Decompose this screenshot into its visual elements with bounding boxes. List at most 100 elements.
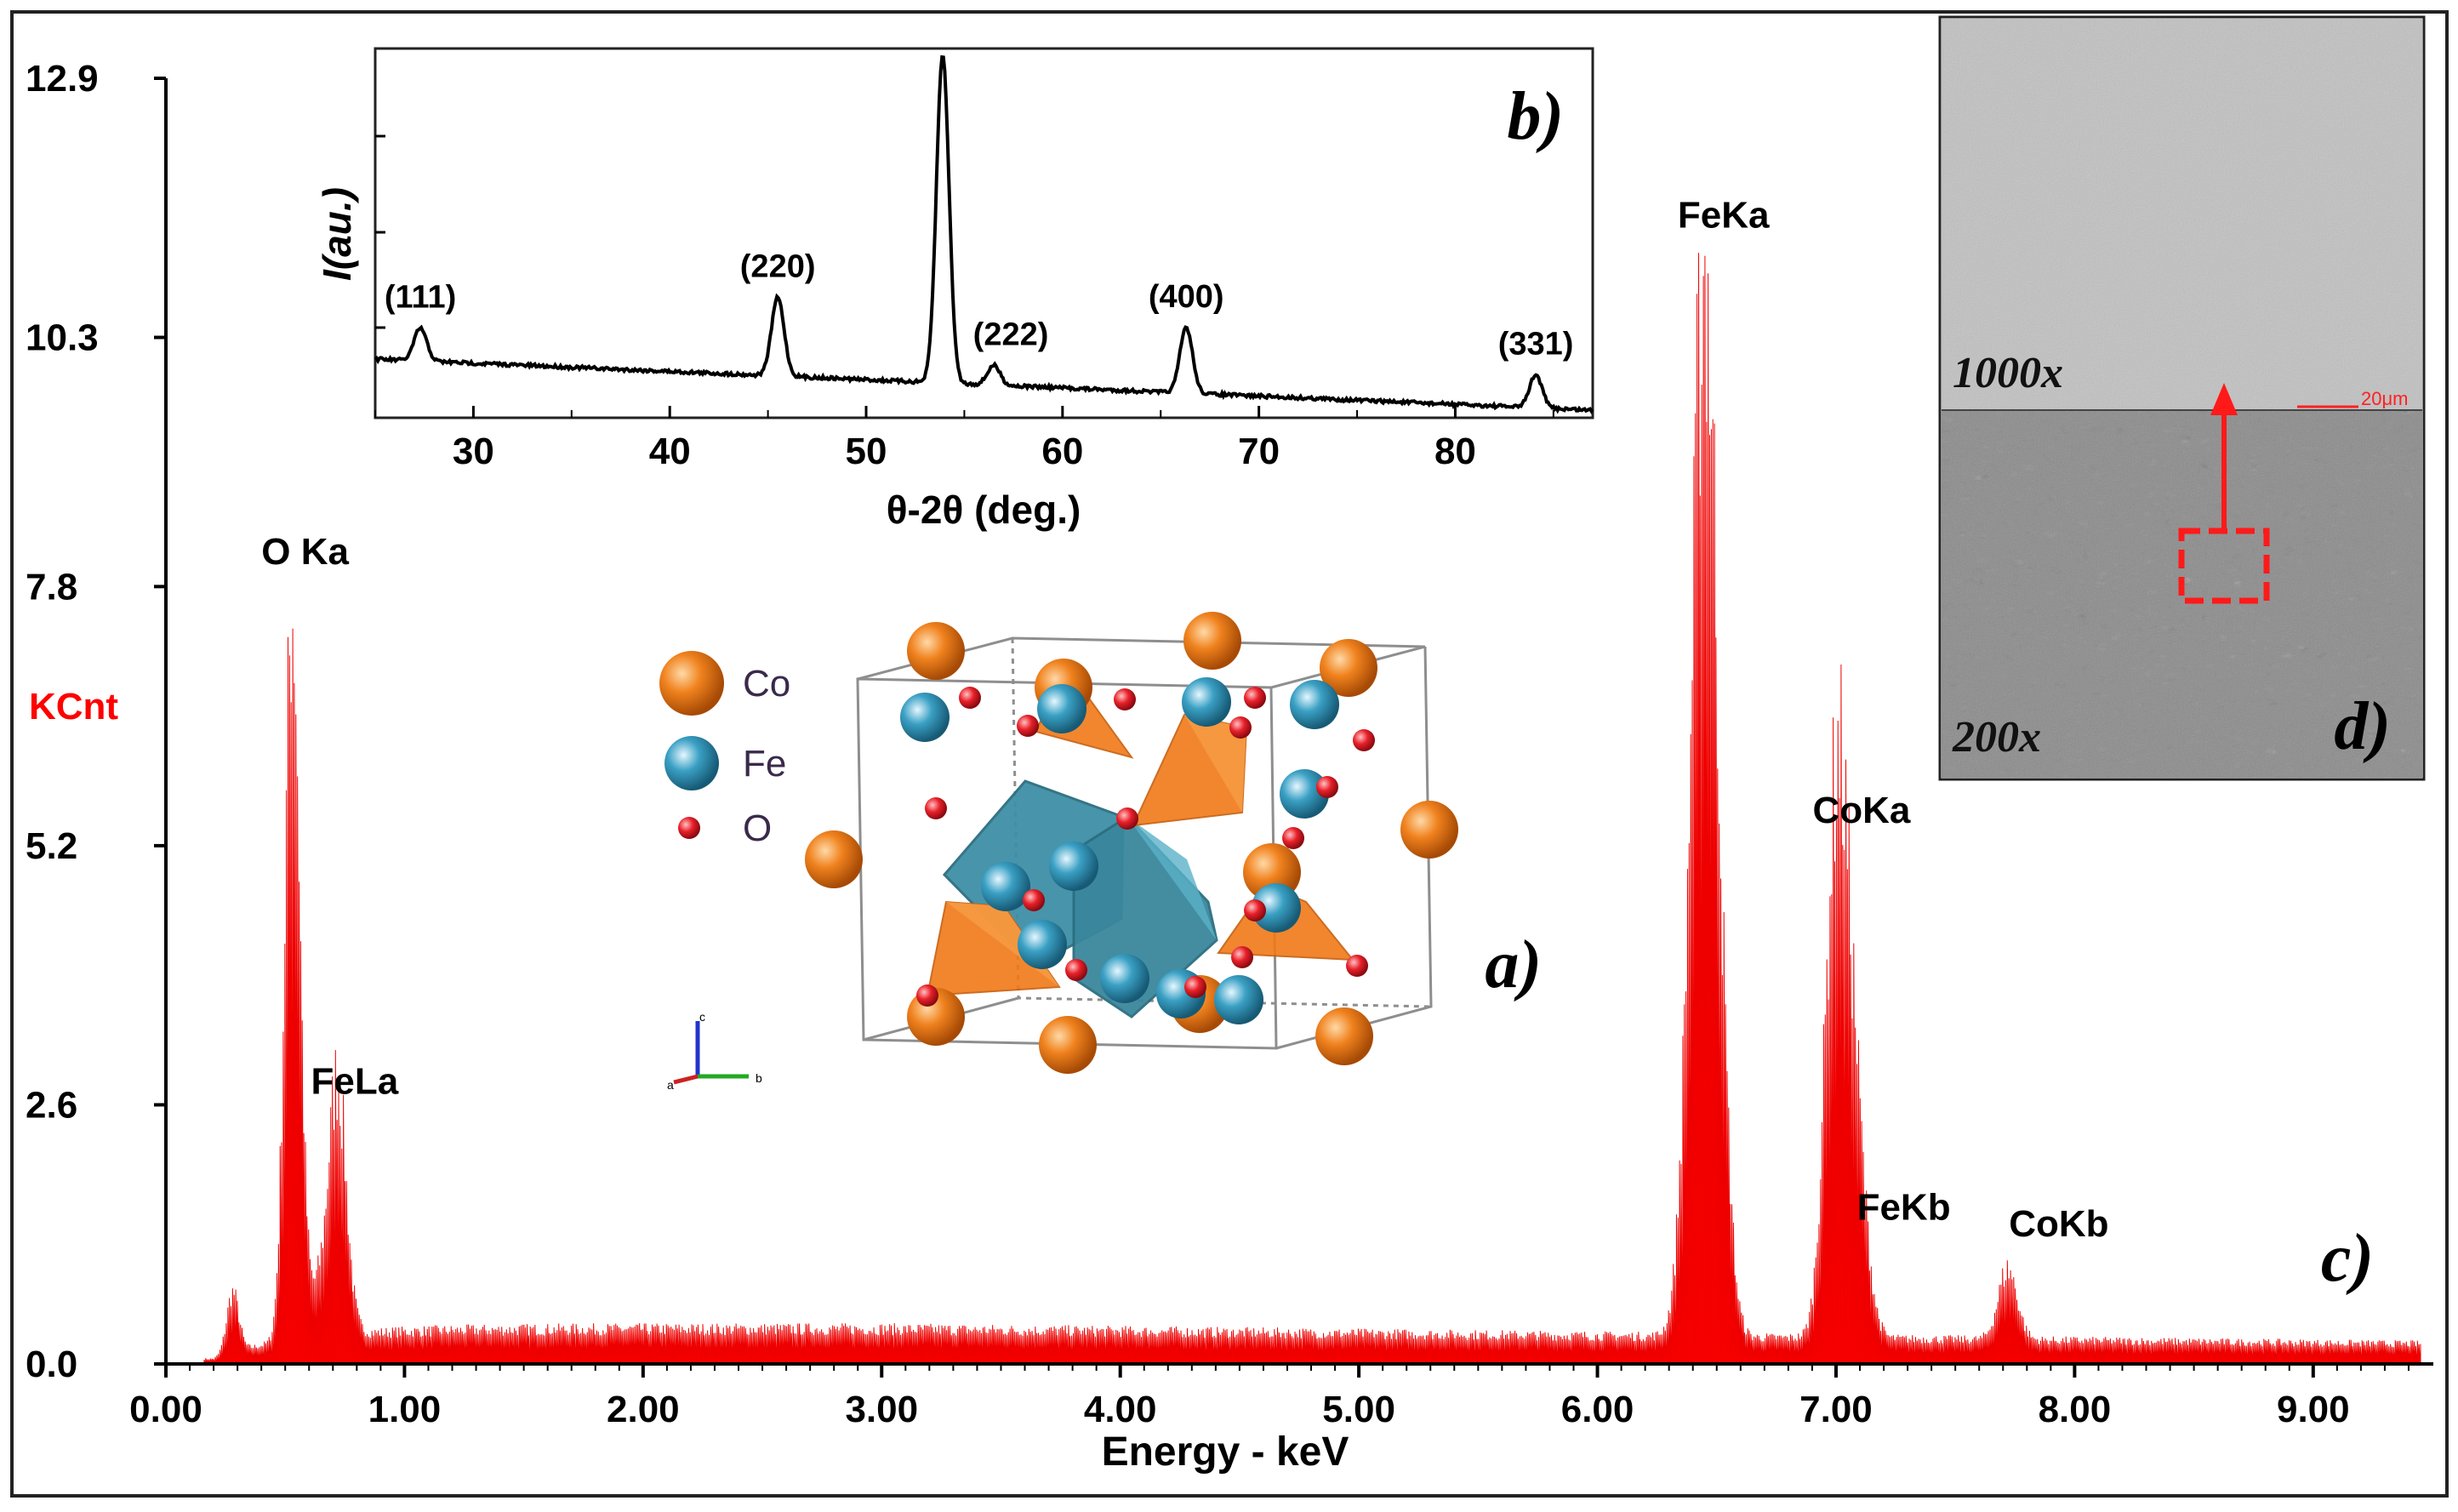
xrd-x-tick-label: 50 <box>846 431 887 472</box>
eds-peak-label: O Ka <box>261 531 349 573</box>
xrd-x-tick-label: 30 <box>453 431 494 472</box>
panel-label-d: d) <box>2334 689 2391 764</box>
panel-label-b: b) <box>1507 79 1564 154</box>
o-atom <box>1184 976 1206 998</box>
xrd-y-axis-label: I(au.) <box>315 187 359 281</box>
xrd-peak-labels: (111) (220) (222) (400) (331) <box>385 248 1574 362</box>
axis-triad-a: a <box>667 1078 674 1092</box>
co-atom <box>805 830 863 888</box>
eds-x-tick-label: 8.00 <box>2039 1389 2112 1430</box>
eds-peak-label: CoKb <box>2009 1203 2108 1245</box>
crystal-structure: Co Fe O <box>659 612 1542 1092</box>
co-atom <box>1183 612 1241 670</box>
o-atom <box>1231 946 1253 968</box>
legend-o-marker <box>678 817 700 839</box>
eds-chart: 0.0 2.6 5.2 7.8 10.3 12.9 0.00 1.00 2.00 3.00 4.0… <box>26 58 2433 1475</box>
o-atom <box>1282 827 1304 849</box>
eds-peak-label: FeKa <box>1678 195 1770 237</box>
eds-x-tick-label: 6.00 <box>1561 1389 1634 1430</box>
fe-atom <box>1290 680 1339 729</box>
xrd-inset: 30 40 50 60 70 80 (111) (220) (222) (400) (331) θ… <box>315 47 1594 532</box>
eds-x-axis: 0.00 1.00 2.00 3.00 4.00 5.00 6.00 7.00 8.00 9.00 <box>129 1364 2410 1430</box>
axis-triad-c: c <box>699 1010 705 1024</box>
eds-x-tick-label: 7.00 <box>1799 1389 1873 1430</box>
xrd-x-tick-label: 60 <box>1041 431 1083 472</box>
o-atom <box>1065 959 1087 981</box>
fe-atom <box>1252 883 1301 933</box>
fe-atom <box>1280 769 1329 819</box>
eds-y-tick-label: 0.0 <box>26 1344 77 1385</box>
eds-peak-label: CoKa <box>1813 790 1911 831</box>
o-atom <box>1023 889 1045 911</box>
legend-fe-marker <box>664 736 719 790</box>
o-atom <box>1346 955 1368 977</box>
legend-co-marker <box>659 651 724 716</box>
panel-label-c: c) <box>2321 1221 2374 1296</box>
co-atom <box>907 622 965 680</box>
co-atom <box>1039 1016 1097 1074</box>
o-atom <box>1116 807 1138 830</box>
eds-y-tick-label: 5.2 <box>26 825 77 867</box>
co-atom <box>1315 1007 1373 1065</box>
xrd-peak-label: (331) <box>1498 327 1574 362</box>
sem-top-magnification: 1000x <box>1953 349 2063 397</box>
co-atom <box>1320 639 1377 697</box>
eds-x-tick-label: 1.00 <box>368 1389 442 1430</box>
xrd-y-axis <box>375 134 385 329</box>
sem-zoom-arrow-head <box>2210 383 2238 415</box>
xrd-x-axis: 30 40 50 60 70 80 <box>374 406 1554 472</box>
fe-atom <box>1100 954 1149 1003</box>
eds-y-tick-label: 12.9 <box>26 58 99 100</box>
eds-y-tick-label: 10.3 <box>26 317 99 359</box>
xrd-x-tick-label: 70 <box>1238 431 1280 472</box>
axis-triad-b: b <box>756 1071 762 1085</box>
legend-o-label: O <box>743 807 772 849</box>
fe-atom <box>1049 842 1098 891</box>
eds-y-axis-label: KCnt <box>29 686 118 727</box>
fe-atom <box>1182 677 1231 727</box>
eds-peak-label: FeLa <box>311 1060 399 1102</box>
axis-triad: c a b <box>667 1010 762 1092</box>
eds-x-axis-label: Energy - keV <box>1102 1429 1349 1475</box>
o-atom <box>1017 715 1039 737</box>
eds-x-tick-label: 5.00 <box>1322 1389 1395 1430</box>
o-atom <box>1244 687 1266 709</box>
eds-x-tick-label: 2.00 <box>607 1389 680 1430</box>
legend-co-label: Co <box>743 663 790 705</box>
fe-atom <box>1214 975 1263 1024</box>
eds-x-tick-label: 0.00 <box>129 1389 202 1430</box>
o-atom <box>1244 899 1266 921</box>
o-atom <box>1114 688 1136 710</box>
sem-bottom-magnification: 200x <box>1952 713 2041 762</box>
eds-y-tick-label: 7.8 <box>26 566 77 608</box>
legend-fe-label: Fe <box>743 743 786 785</box>
sem-images: 1000x 200x 20μm d) <box>1938 15 2426 781</box>
o-atom <box>1316 776 1338 798</box>
sem-top-texture <box>1942 19 2422 410</box>
structure-legend: Co Fe O <box>659 651 790 849</box>
xrd-peak-label: (220) <box>740 248 816 284</box>
eds-peak-labels: O Ka FeLa FeKa CoKa FeKb CoKb <box>261 195 2108 1245</box>
eds-x-tick-label: 4.00 <box>1084 1389 1157 1430</box>
eds-x-tick-label: 9.00 <box>2277 1389 2350 1430</box>
eds-peak-label: FeKb <box>1857 1187 1951 1229</box>
xrd-peak-label: (400) <box>1149 279 1224 315</box>
o-atom <box>916 984 938 1007</box>
xrd-x-tick-label: 40 <box>649 431 691 472</box>
eds-y-axis: 0.0 2.6 5.2 7.8 10.3 12.9 <box>26 58 166 1385</box>
o-atom <box>1353 729 1375 751</box>
o-atom <box>925 797 947 819</box>
fe-atom <box>1018 920 1067 969</box>
fe-atom <box>1037 684 1086 733</box>
sem-scale-label: 20μm <box>2361 388 2408 409</box>
atoms <box>805 612 1458 1074</box>
eds-y-tick-label: 2.6 <box>26 1084 77 1126</box>
xrd-peak-label: (222) <box>973 317 1049 352</box>
co-atom <box>1400 801 1458 859</box>
o-atom <box>1229 716 1252 739</box>
fe-atom <box>981 862 1030 911</box>
o-atom <box>959 687 981 709</box>
xrd-pattern-line <box>374 54 1594 414</box>
